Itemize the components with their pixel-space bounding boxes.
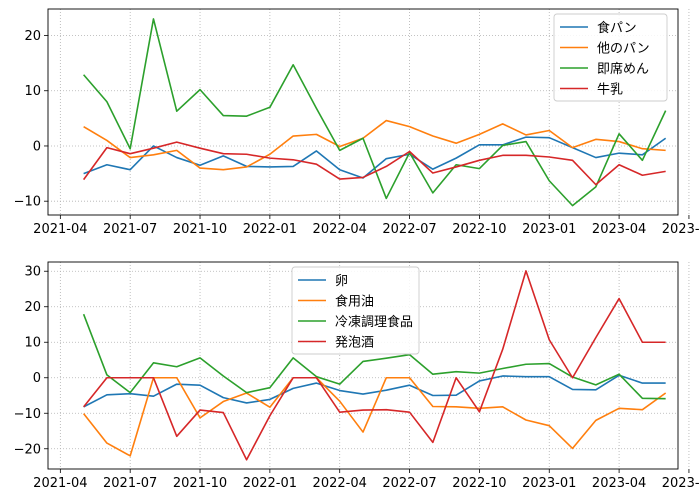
x-tick-label: 2023-07 xyxy=(662,476,699,491)
legend-label-4: 発泡酒 xyxy=(335,336,374,351)
x-tick-label: 2022-01 xyxy=(243,222,297,237)
x-tick-label: 2022-10 xyxy=(452,476,506,491)
legend-label-2: 食用油 xyxy=(335,294,374,310)
x-tick-label: 2023-04 xyxy=(592,476,646,491)
x-tick-label: 2021-10 xyxy=(173,222,227,237)
y-tick-label: 20 xyxy=(24,300,41,315)
series-line-1 xyxy=(83,374,666,408)
series-line-2 xyxy=(82,376,667,457)
chart-panel-1: 2021-04 2021-07 2021-10 2022-01 2022-04 2022-… xyxy=(14,8,699,237)
y-tick-label: −10 xyxy=(14,195,41,210)
y-tick-label: −10 xyxy=(14,407,41,422)
x-tick-label: 2021-04 xyxy=(33,222,87,237)
x-tick-label: 2022-10 xyxy=(452,222,506,237)
x-tick-label: 2022-07 xyxy=(382,222,436,237)
legend-box xyxy=(291,266,420,355)
y-tick-label: 0 xyxy=(33,371,41,386)
x-tick-label: 2021-07 xyxy=(103,222,157,237)
x-tick-label: 2023-04 xyxy=(592,222,646,237)
x-tick-label: 2023-01 xyxy=(522,222,576,237)
legend-label-1: 食パン xyxy=(597,20,637,36)
y-tick-label: −20 xyxy=(14,442,41,457)
x-tick-label: 2023-07 xyxy=(662,222,699,237)
legend-label-3: 冷凍調理食品 xyxy=(335,314,413,330)
x-tick-label: 2022-01 xyxy=(243,476,297,491)
y-tick-label: 0 xyxy=(33,139,41,154)
x-tick-label: 2022-04 xyxy=(313,222,367,237)
series-line-3 xyxy=(83,18,667,207)
x-tick-label: 2021-04 xyxy=(33,476,87,491)
x-tick-label: 2021-10 xyxy=(173,476,227,491)
series-line-4 xyxy=(82,270,666,461)
series-line-2 xyxy=(83,119,666,171)
y-tick-label: 20 xyxy=(24,29,41,44)
x-tick-label: 2022-07 xyxy=(382,476,436,491)
legend-label-1: 卵 xyxy=(335,274,348,289)
series-line-3 xyxy=(82,313,666,400)
legend-label-2: 他のパン xyxy=(597,42,650,57)
y-tick-label: 10 xyxy=(24,84,41,99)
y-tick-label: 10 xyxy=(24,336,41,351)
legend-label-4: 牛乳 xyxy=(597,83,623,98)
axes-frame xyxy=(47,261,679,470)
legend-box xyxy=(553,13,668,102)
chart-panel-2: 2021-04 2021-07 2021-10 2022-01 2022-04 2022-… xyxy=(14,261,699,491)
x-tick-label: 2022-04 xyxy=(313,476,367,491)
x-tick-label: 2023-01 xyxy=(522,476,576,491)
series-line-4 xyxy=(82,141,666,186)
axes-frame xyxy=(47,8,679,216)
y-tick-label: 30 xyxy=(24,265,41,280)
legend-label-3: 即席めん xyxy=(597,61,649,77)
x-tick-label: 2021-07 xyxy=(103,476,157,491)
